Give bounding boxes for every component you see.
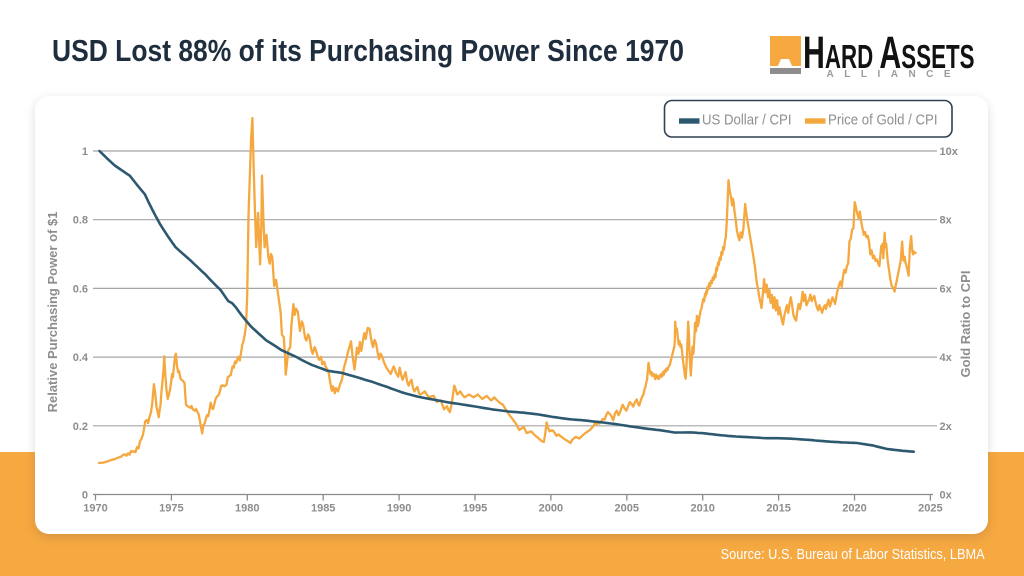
svg-text:1975: 1975: [159, 503, 183, 515]
svg-text:1: 1: [82, 146, 88, 158]
svg-text:0.2: 0.2: [73, 421, 88, 433]
svg-text:2x: 2x: [940, 421, 953, 433]
svg-text:6x: 6x: [940, 283, 953, 295]
svg-text:1990: 1990: [387, 503, 411, 515]
svg-text:10x: 10x: [940, 146, 959, 158]
svg-text:Relative Purchasing Power of $: Relative Purchasing Power of $1: [45, 212, 60, 413]
svg-text:2015: 2015: [766, 503, 790, 515]
svg-text:0: 0: [82, 490, 88, 502]
svg-text:US Dollar / CPI: US Dollar / CPI: [702, 112, 792, 129]
svg-text:0x: 0x: [940, 490, 953, 502]
svg-text:Price of Gold / CPI: Price of Gold / CPI: [828, 112, 938, 129]
svg-text:2010: 2010: [690, 503, 714, 515]
svg-text:0.6: 0.6: [73, 283, 88, 295]
svg-text:4x: 4x: [940, 352, 953, 364]
svg-text:0.8: 0.8: [73, 215, 88, 227]
svg-text:2005: 2005: [615, 503, 639, 515]
svg-text:1980: 1980: [235, 503, 259, 515]
svg-text:2000: 2000: [539, 503, 563, 515]
svg-text:2020: 2020: [842, 503, 866, 515]
svg-text:1970: 1970: [83, 503, 107, 515]
svg-text:8x: 8x: [940, 215, 953, 227]
svg-text:1995: 1995: [463, 503, 487, 515]
svg-text:1985: 1985: [311, 503, 335, 515]
svg-text:2025: 2025: [918, 503, 942, 515]
svg-text:0.4: 0.4: [73, 352, 89, 364]
svg-text:Gold Ratio to CPI: Gold Ratio to CPI: [958, 271, 973, 378]
